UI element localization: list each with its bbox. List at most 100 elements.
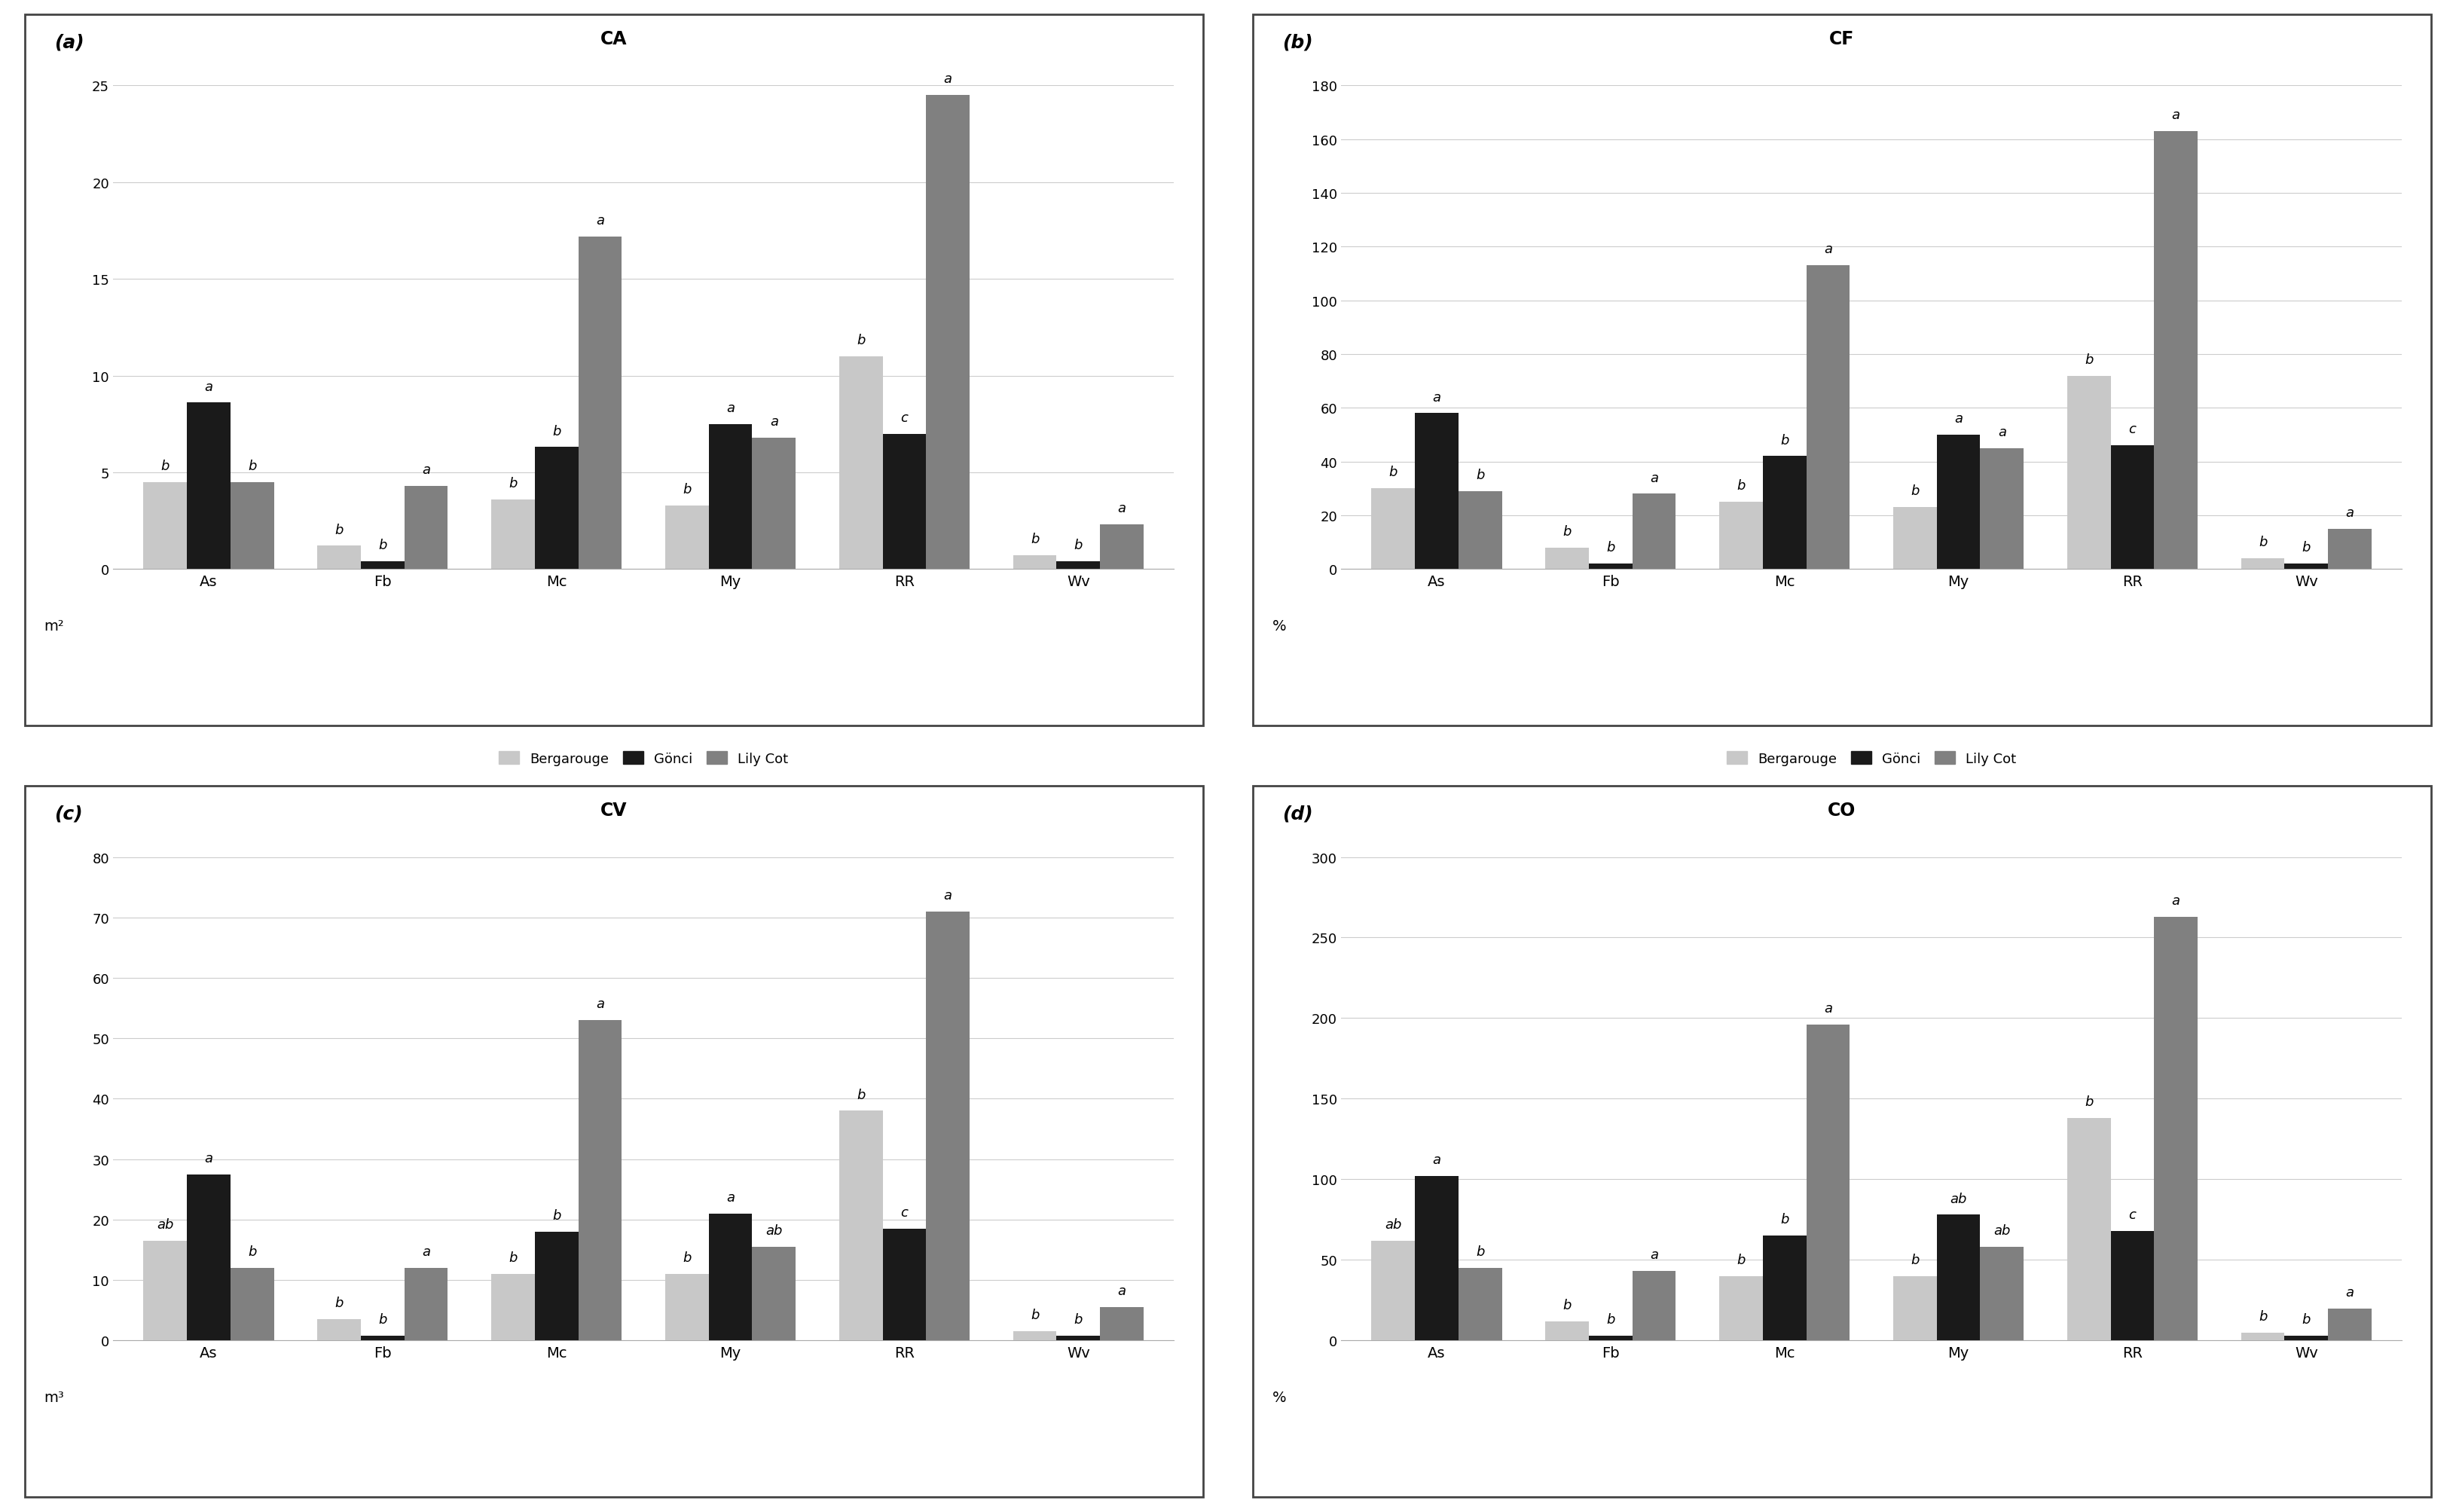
Text: b: b (1781, 434, 1788, 448)
Text: c: c (901, 411, 909, 425)
Text: a: a (422, 1244, 430, 1258)
Bar (1056, 1335, 1100, 1341)
Bar (666, 505, 710, 570)
Bar (1763, 457, 1805, 570)
Bar (882, 434, 926, 570)
Bar (2328, 1308, 2372, 1341)
Text: ab: ab (1950, 1191, 1967, 1205)
Text: c: c (901, 1205, 909, 1219)
Text: a: a (1117, 502, 1125, 516)
Text: CO: CO (1827, 801, 1857, 820)
Text: a: a (1117, 1284, 1125, 1297)
Text: (b): (b) (1282, 33, 1312, 51)
Legend: Bergarouge, Gönci, Lily Cot: Bergarouge, Gönci, Lily Cot (1727, 751, 2016, 765)
Text: a: a (1650, 472, 1658, 484)
Bar (1719, 1276, 1763, 1341)
Text: m²: m² (44, 618, 64, 634)
Bar (317, 1320, 361, 1341)
Bar (926, 912, 970, 1341)
Text: b: b (2301, 1312, 2311, 1326)
Text: a: a (727, 1190, 734, 1204)
Text: a: a (1997, 425, 2007, 438)
Text: b: b (1736, 479, 1746, 493)
Bar (1415, 414, 1459, 570)
Text: %: % (1272, 1390, 1287, 1405)
Text: ab: ab (157, 1217, 174, 1231)
Text: a: a (1432, 390, 1442, 404)
Bar (752, 438, 796, 570)
Text: a: a (597, 998, 604, 1010)
Bar (1100, 525, 1144, 570)
Bar (535, 448, 577, 570)
Text: a: a (1650, 1247, 1658, 1261)
Bar (1012, 556, 1056, 570)
Text: a: a (1955, 411, 1962, 425)
Bar (405, 487, 447, 570)
Text: c: c (2129, 1208, 2137, 1222)
Text: (c): (c) (54, 804, 84, 823)
Text: a: a (2171, 894, 2181, 907)
Text: a: a (727, 401, 734, 414)
Legend: Bergarouge, Gönci, Lily Cot: Bergarouge, Gönci, Lily Cot (499, 751, 788, 765)
Bar (1056, 561, 1100, 570)
Text: a: a (204, 380, 214, 393)
Bar (361, 561, 405, 570)
Bar (2284, 1335, 2328, 1341)
Text: c: c (2129, 423, 2137, 437)
Bar (2154, 132, 2198, 570)
Bar (1012, 1332, 1056, 1341)
Text: b: b (683, 482, 690, 496)
Text: b: b (378, 538, 388, 552)
Bar (1100, 1308, 1144, 1341)
Text: a: a (597, 213, 604, 227)
Bar (491, 1275, 535, 1341)
Text: b: b (334, 1296, 344, 1309)
Bar (577, 1021, 621, 1341)
Bar (231, 482, 275, 570)
Bar (2240, 558, 2284, 570)
Text: a: a (1825, 1001, 1832, 1015)
Text: a: a (2345, 507, 2353, 520)
Bar (1980, 449, 2024, 570)
Bar (710, 1214, 752, 1341)
Text: %: % (1272, 618, 1287, 634)
Text: b: b (378, 1312, 388, 1326)
Bar (840, 357, 882, 570)
Bar (1589, 564, 1633, 570)
Bar (1545, 547, 1589, 570)
Bar (1415, 1176, 1459, 1341)
Text: b: b (2260, 535, 2267, 549)
Bar (1589, 1335, 1633, 1341)
Bar (535, 1232, 577, 1341)
Text: b: b (334, 523, 344, 537)
Text: b: b (1032, 1308, 1039, 1321)
Bar (1370, 1241, 1415, 1341)
Text: b: b (2085, 1095, 2093, 1108)
Bar (187, 1175, 231, 1341)
Text: a: a (1432, 1154, 1442, 1167)
Text: b: b (1562, 1297, 1572, 1311)
Bar (405, 1269, 447, 1341)
Text: ab: ab (1994, 1223, 2011, 1237)
Text: b: b (2260, 1309, 2267, 1323)
Text: ab: ab (766, 1223, 783, 1237)
Text: a: a (2171, 109, 2181, 122)
Text: a: a (422, 463, 430, 476)
Bar (840, 1111, 882, 1341)
Bar (1633, 1272, 1675, 1341)
Text: b: b (1390, 466, 1397, 479)
Text: b: b (162, 460, 169, 473)
Text: (d): (d) (1282, 804, 1312, 823)
Text: b: b (2085, 352, 2093, 366)
Text: b: b (683, 1250, 690, 1264)
Text: CV: CV (602, 801, 626, 820)
Bar (1805, 1025, 1849, 1341)
Text: b: b (1911, 484, 1918, 497)
Bar (2110, 1231, 2154, 1341)
Bar (1938, 435, 1980, 570)
Text: CF: CF (1830, 30, 1854, 48)
Text: b: b (1781, 1213, 1788, 1226)
Text: b: b (1476, 1244, 1483, 1258)
Text: a: a (2345, 1285, 2353, 1299)
Text: b: b (553, 425, 560, 438)
